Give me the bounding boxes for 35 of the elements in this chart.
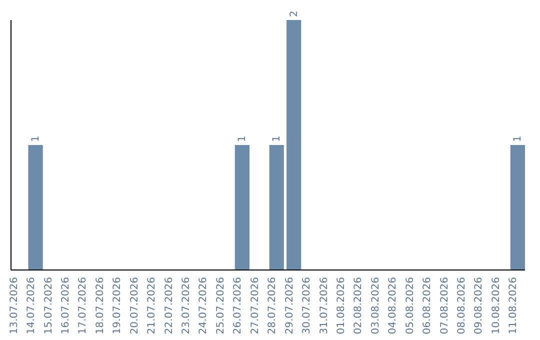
data-label: 1: [272, 136, 283, 142]
x-tick-label: 31.07.2026: [318, 277, 330, 334]
x-tick-label: 26.07.2026: [232, 277, 244, 334]
x-tick-label: 10.08.2026: [490, 277, 502, 334]
x-tick-label: 19.07.2026: [112, 277, 124, 334]
x-tick-label: 20.07.2026: [129, 277, 140, 334]
data-label: 1: [237, 136, 248, 142]
x-tick-label: 07.08.2026: [439, 277, 450, 334]
x-tick-label: 24.07.2026: [198, 277, 210, 334]
x-tick-label: 14.07.2026: [26, 277, 38, 334]
x-tick-label: 16.07.2026: [60, 277, 72, 334]
x-tick-label: 18.07.2026: [94, 277, 106, 334]
x-tick-label: 17.07.2026: [78, 277, 89, 334]
x-tick-label: 13.07.2026: [8, 277, 20, 334]
x-tick-label: 05.08.2026: [404, 277, 416, 334]
data-label: 1: [512, 136, 524, 142]
x-tick-label: 27.07.2026: [250, 277, 261, 334]
x-tick-label: 06.08.2026: [422, 277, 434, 334]
x-tick-label: 30.07.2026: [302, 277, 313, 334]
x-tick-label: 22.07.2026: [164, 277, 175, 334]
x-tick-label: 02.08.2026: [353, 277, 364, 334]
x-tick-label: 25.07.2026: [215, 277, 226, 334]
data-label: 1: [30, 136, 42, 142]
x-tick-label: 01.08.2026: [336, 277, 347, 334]
x-tick-label: 04.08.2026: [388, 277, 399, 334]
x-tick-label: 11.08.2026: [508, 277, 520, 334]
x-tick-label: 28.07.2026: [267, 277, 278, 334]
x-tick-label: 21.07.2026: [146, 277, 158, 334]
x-tick-label: 15.07.2026: [43, 277, 54, 334]
x-tick-label: 03.08.2026: [370, 277, 382, 334]
x-tick-label: 09.08.2026: [474, 277, 485, 334]
data-label: 2: [288, 10, 300, 17]
x-tick-label: 08.08.2026: [456, 277, 468, 334]
x-tick-label: 29.07.2026: [284, 277, 296, 334]
x-tick-label: 23.07.2026: [181, 277, 192, 334]
